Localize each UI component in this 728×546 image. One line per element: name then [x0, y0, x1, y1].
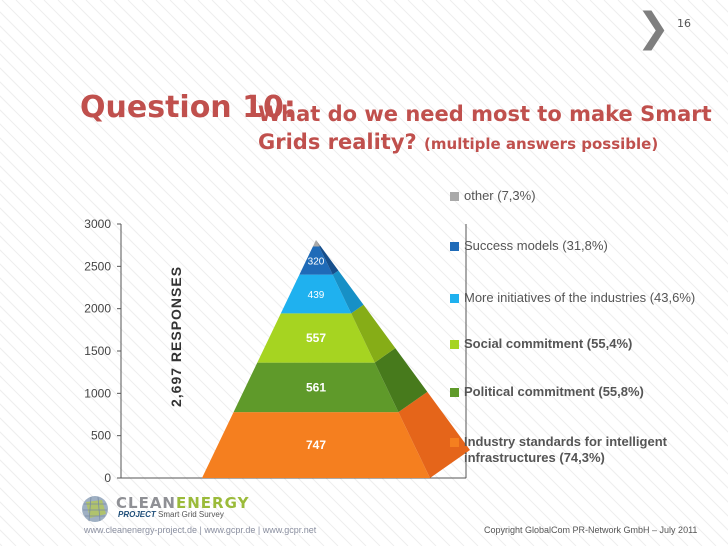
y-tick-label: 2000 [84, 302, 111, 316]
legend-label: Political commitment (55,8%) [464, 384, 644, 399]
pyramid-layer-side [316, 240, 321, 247]
pyramid-layer-side [332, 270, 364, 314]
y-tick-label: 0 [104, 471, 111, 485]
legend-label: Industry standards for intelligent infra… [464, 434, 667, 465]
legend-swatch [450, 294, 459, 303]
legend-item: Industry standards for intelligent infra… [450, 434, 679, 466]
legend-swatch [450, 438, 459, 447]
next-slide-chevron-icon[interactable]: ❯ [636, 5, 670, 51]
y-tick-label: 500 [91, 429, 111, 443]
pyramid-layer-side [374, 348, 428, 413]
legend-label: Social commitment (55,4%) [464, 336, 633, 351]
pyramid-layer-front [202, 412, 430, 478]
legend-swatch [450, 340, 459, 349]
legend-swatch [450, 388, 459, 397]
footer-links: www.cleanenergy-project.de | www.gcpr.de… [84, 525, 317, 535]
pyramid-layer-label: 747 [306, 438, 326, 452]
legend-swatch [450, 242, 459, 251]
pyramid-layer-label: 561 [306, 380, 326, 394]
page-title: What do we need most to make Smart Grids… [258, 100, 718, 158]
pyramid-layer-side [319, 245, 339, 275]
legend-label: Success models (31,8%) [464, 238, 608, 253]
title-main-text: What do we need most to make Smart Grids… [258, 102, 712, 154]
total-responses-label: 2,697 RESPONSES [168, 266, 184, 407]
title-sub-text: (multiple answers possible) [424, 135, 659, 153]
legend-swatch [450, 192, 459, 201]
pyramid-layer-front [280, 274, 352, 314]
pyramid-layer-side [398, 391, 470, 478]
pyramid-layer-front [257, 313, 375, 363]
footer-copyright: Copyright GlobalCom PR-Network GmbH – Ju… [484, 525, 698, 535]
cleanenergy-logo: CLEANENERGY PROJECT Smart Grid Survey [80, 494, 248, 524]
legend-label: More initiatives of the industries (43,6… [464, 290, 696, 305]
y-tick-label: 3000 [84, 217, 111, 231]
y-tick-label: 2500 [84, 259, 111, 273]
logo-word-energy: ENERGY [175, 494, 250, 512]
legend-item: other (7,3%) [450, 188, 536, 204]
pyramid-layer-front [299, 246, 333, 275]
pyramid-layer-label: 439 [308, 290, 325, 301]
logo-word-clean: CLEAN [116, 494, 176, 512]
pyramid-layer-label: 557 [306, 331, 326, 345]
question-number-title: Question 10: [80, 90, 296, 125]
globe-logo-icon [82, 496, 108, 522]
y-tick-label: 1000 [84, 386, 111, 400]
legend-item: Social commitment (55,4%) [450, 336, 632, 352]
legend-label: other (7,3%) [464, 188, 536, 203]
page-number: 16 [677, 17, 691, 30]
pyramid-layer-label: 320 [308, 257, 325, 268]
legend-item: Political commitment (55,8%) [450, 384, 644, 400]
logo-tagline: Smart Grid Survey [158, 510, 224, 519]
legend-item: Success models (31,8%) [450, 238, 608, 254]
legend-item: More initiatives of the industries (43,6… [450, 290, 695, 306]
pyramid-layer-side [351, 304, 396, 363]
pyramid-layer-front [312, 240, 320, 247]
y-tick-label: 1500 [84, 344, 111, 358]
logo-project: PROJECT [118, 510, 156, 519]
pyramid-layer-front [233, 362, 399, 413]
